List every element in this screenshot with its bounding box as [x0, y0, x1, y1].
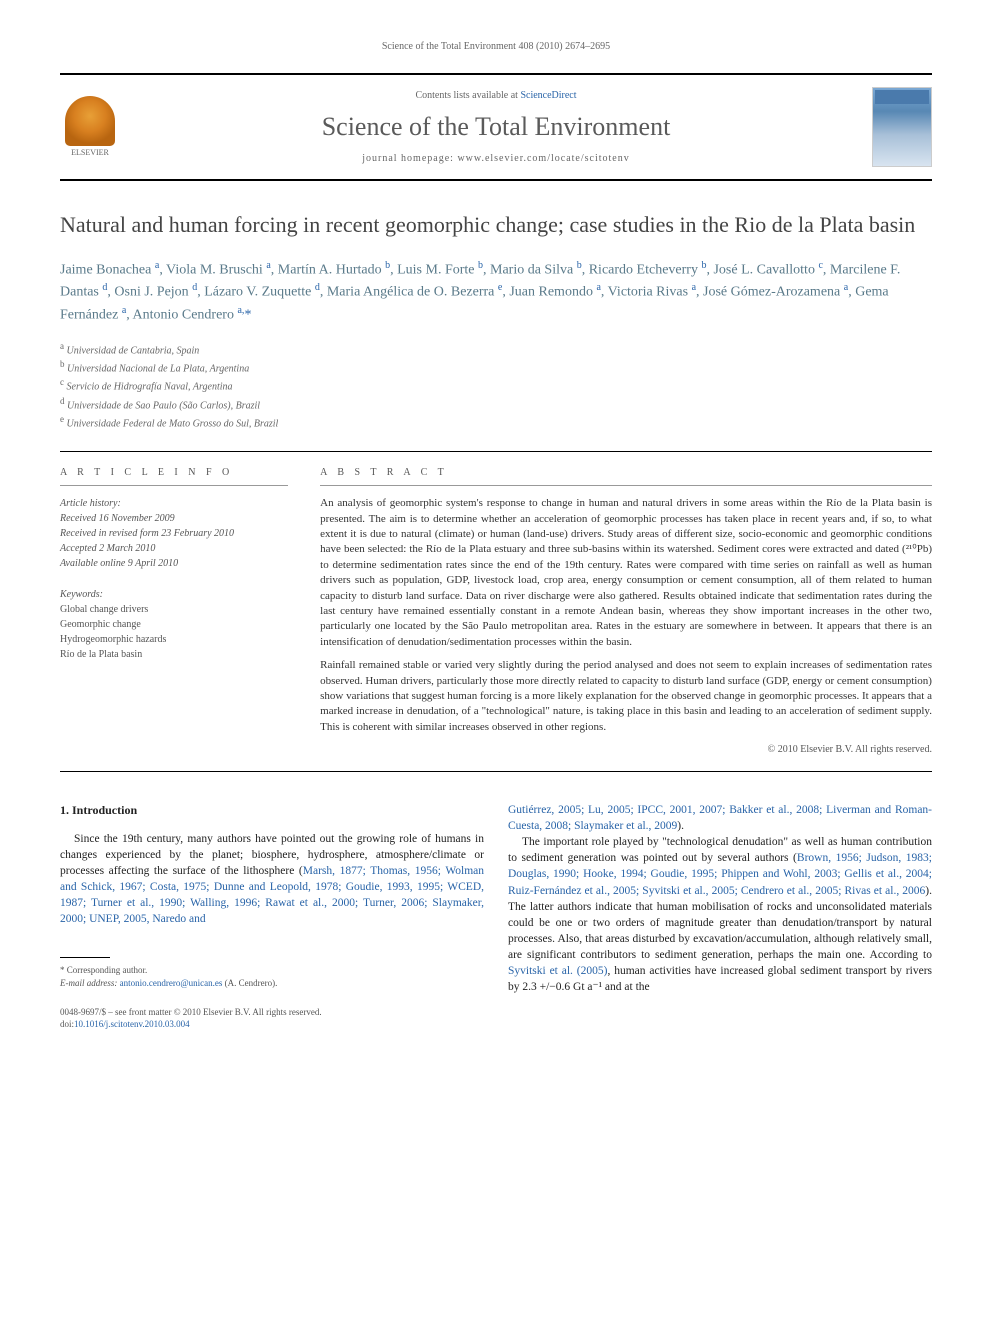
article-info-column: A R T I C L E I N F O Article history: R…	[60, 452, 304, 771]
abstract-column: A B S T R A C T An analysis of geomorphi…	[304, 452, 932, 771]
doi-block: 0048-9697/$ – see front matter © 2010 El…	[60, 1006, 484, 1031]
keyword-line: Hydrogeomorphic hazards	[60, 632, 288, 647]
abstract-label: A B S T R A C T	[320, 466, 932, 486]
history-line: Accepted 2 March 2010	[60, 541, 288, 556]
elsevier-label: ELSEVIER	[71, 148, 109, 158]
right-column: Gutiérrez, 2005; Lu, 2005; IPCC, 2001, 2…	[508, 802, 932, 1031]
affiliation-line: b Universidad Nacional de La Plata, Arge…	[60, 358, 932, 376]
history-line: Received in revised form 23 February 201…	[60, 526, 288, 541]
citation-syvitski[interactable]: Syvitski et al. (2005)	[508, 965, 607, 977]
journal-banner: ELSEVIER Contents lists available at Sci…	[60, 73, 932, 181]
intro-p1-left: Since the 19th century, many authors hav…	[60, 831, 484, 928]
footnote-separator	[60, 957, 110, 958]
article-history: Article history: Received 16 November 20…	[60, 496, 288, 571]
abstract-p1: An analysis of geomorphic system's respo…	[320, 496, 932, 650]
intro-p1-right-cont: Gutiérrez, 2005; Lu, 2005; IPCC, 2001, 2…	[508, 802, 932, 834]
running-header: Science of the Total Environment 408 (20…	[60, 40, 932, 53]
email-tail: (A. Cendrero).	[222, 978, 277, 988]
affiliation-line: c Servicio de Hidrografía Naval, Argenti…	[60, 376, 932, 394]
affiliation-line: a Universidad de Cantabria, Spain	[60, 340, 932, 358]
homepage-line: journal homepage: www.elsevier.com/locat…	[120, 152, 872, 165]
keywords-heading: Keywords:	[60, 587, 288, 602]
homepage-prefix: journal homepage:	[362, 153, 457, 164]
doi-link[interactable]: 10.1016/j.scitotenv.2010.03.004	[74, 1019, 190, 1029]
contents-prefix: Contents lists available at	[415, 90, 520, 101]
author-list: Jaime Bonachea a, Viola M. Bruschi a, Ma…	[60, 258, 932, 326]
sciencedirect-link[interactable]: ScienceDirect	[520, 90, 576, 101]
section-1-heading: 1. Introduction	[60, 802, 484, 819]
email-label: E-mail address:	[60, 978, 120, 988]
front-matter-line: 0048-9697/$ – see front matter © 2010 El…	[60, 1006, 484, 1019]
elsevier-logo: ELSEVIER	[60, 92, 120, 162]
keyword-line: Global change drivers	[60, 602, 288, 617]
article-title: Natural and human forcing in recent geom…	[60, 211, 932, 240]
journal-cover-thumbnail	[872, 87, 932, 167]
keyword-line: Río de la Plata basin	[60, 647, 288, 662]
intro-p1-close: ).	[677, 820, 684, 832]
intro-p2: The important role played by "technologi…	[508, 834, 932, 995]
body-columns: 1. Introduction Since the 19th century, …	[60, 802, 932, 1031]
corr-author-label: * Corresponding author.	[60, 964, 484, 977]
contents-line: Contents lists available at ScienceDirec…	[120, 89, 872, 102]
history-heading: Article history:	[60, 496, 288, 511]
keywords-block: Keywords: Global change driversGeomorphi…	[60, 587, 288, 662]
citation-group-1-cont[interactable]: Gutiérrez, 2005; Lu, 2005; IPCC, 2001, 2…	[508, 804, 932, 832]
history-line: Received 16 November 2009	[60, 511, 288, 526]
abstract-copyright: © 2010 Elsevier B.V. All rights reserved…	[320, 743, 932, 757]
left-column: 1. Introduction Since the 19th century, …	[60, 802, 484, 1031]
affiliation-line: d Universidade de Sao Paulo (São Carlos)…	[60, 395, 932, 413]
abstract-p2: Rainfall remained stable or varied very …	[320, 658, 932, 735]
corr-email-link[interactable]: antonio.cendrero@unican.es	[120, 978, 223, 988]
corresponding-author-footnote: * Corresponding author. E-mail address: …	[60, 964, 484, 989]
article-info-label: A R T I C L E I N F O	[60, 466, 288, 486]
elsevier-tree-icon	[65, 96, 115, 146]
history-line: Available online 9 April 2010	[60, 556, 288, 571]
keyword-line: Geomorphic change	[60, 617, 288, 632]
homepage-url: www.elsevier.com/locate/scitotenv	[457, 153, 629, 164]
affiliations: a Universidad de Cantabria, Spainb Unive…	[60, 340, 932, 432]
journal-name: Science of the Total Environment	[120, 110, 872, 144]
affiliation-line: e Universidade Federal de Mato Grosso do…	[60, 413, 932, 431]
abstract-text: An analysis of geomorphic system's respo…	[320, 496, 932, 757]
doi-prefix: doi:	[60, 1019, 74, 1029]
